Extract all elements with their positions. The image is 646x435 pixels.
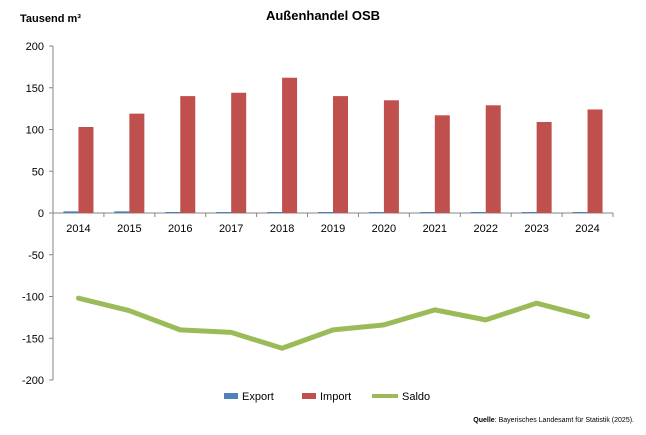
- saldo-line: [75, 295, 591, 351]
- x-tick-label: 2016: [168, 223, 192, 235]
- export-bar: [267, 212, 283, 213]
- x-tick-label: 2022: [473, 223, 497, 235]
- y-tick-label: 0: [38, 208, 44, 220]
- y-tick-label: -200: [22, 375, 44, 387]
- y-tick-label: 100: [26, 125, 44, 137]
- y-tick-label: -100: [22, 292, 44, 304]
- x-tick-label: 2014: [66, 223, 90, 235]
- export-bar: [165, 212, 181, 213]
- y-tick-label: 50: [32, 166, 44, 178]
- y-tick-label: 200: [26, 41, 44, 53]
- legend-label-saldo: Saldo: [402, 391, 430, 403]
- x-tick-label: 2017: [219, 223, 243, 235]
- legend-label-import: Import: [320, 391, 351, 403]
- export-bar: [470, 212, 486, 213]
- chart-title: Außenhandel OSB: [266, 8, 380, 23]
- legend-label-export: Export: [242, 391, 274, 403]
- plot-area: 200 150 100 50 0 -50 -100 -150 -200 2014 2015 2016 2…: [22, 41, 614, 387]
- import-bar: [383, 100, 399, 213]
- export-bar: [63, 211, 79, 213]
- x-tick-label: 2020: [372, 223, 396, 235]
- y-tick-label: -50: [28, 250, 44, 262]
- x-tick-label: 2021: [423, 223, 447, 235]
- x-tick-label: 2024: [575, 223, 599, 235]
- export-bar: [419, 212, 435, 213]
- source-label: Quelle: [473, 417, 495, 424]
- export-bar: [368, 212, 384, 213]
- legend: Export Import Saldo: [224, 391, 430, 403]
- import-bar: [333, 96, 348, 213]
- import-bar: [231, 92, 247, 213]
- y-axis-unit-label: Tausend m³: [20, 13, 81, 25]
- export-bar: [114, 211, 130, 213]
- import-bar: [180, 96, 196, 213]
- export-bar: [318, 212, 333, 213]
- y-tick-label: -150: [22, 333, 44, 345]
- y-tick-label: 150: [26, 83, 44, 95]
- import-bar: [282, 77, 298, 213]
- x-tick-label: 2018: [270, 223, 294, 235]
- export-bar: [572, 212, 588, 213]
- import-bar: [129, 113, 145, 213]
- import-bar: [434, 115, 450, 213]
- import-bar: [78, 126, 94, 213]
- legend-swatch-import: [302, 393, 316, 399]
- source-note: Quelle: Bayerisches Landesamt für Statis…: [473, 417, 634, 424]
- x-tick-label: 2015: [117, 223, 141, 235]
- x-tick-label: 2019: [321, 223, 345, 235]
- import-bar: [587, 109, 603, 213]
- source-text: : Bayerisches Landesamt für Statistik (2…: [495, 417, 634, 424]
- x-tick-label: 2023: [524, 223, 548, 235]
- export-bar: [216, 212, 232, 213]
- legend-swatch-export: [224, 393, 238, 399]
- import-bar: [485, 105, 501, 213]
- import-bar: [536, 121, 552, 213]
- export-bar: [521, 212, 537, 213]
